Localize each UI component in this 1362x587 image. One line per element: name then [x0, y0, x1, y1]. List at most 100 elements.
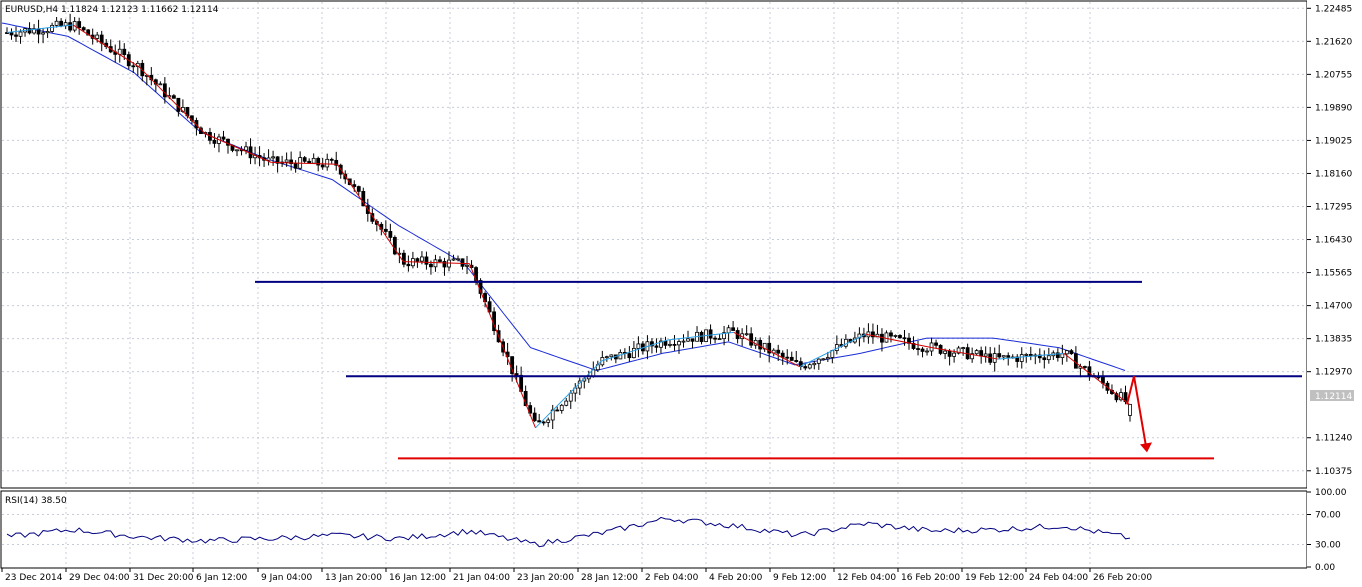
candle-body [388, 231, 393, 238]
rsi-panel[interactable] [0, 490, 1308, 569]
candle-body [568, 392, 573, 402]
candle-body [320, 164, 325, 168]
price-tick-label: 1.17295 [1315, 203, 1352, 213]
candle-body [50, 24, 55, 32]
candle-body [668, 343, 672, 346]
price-tick-label: 1.12970 [1315, 368, 1352, 378]
candle-body [45, 31, 50, 34]
rsi-indicator: 100.00 70.00 30.00 0.00 [2, 488, 1347, 573]
candle-body [95, 34, 100, 39]
candle-body [559, 404, 564, 411]
rsi-tick-label: 100.00 [1315, 488, 1347, 498]
time-tick-label: 23 Jan 20:00 [517, 573, 574, 583]
candle-body [843, 338, 848, 347]
candle-body [456, 258, 460, 261]
zigzag-segment [72, 24, 140, 68]
time-axis-labels: 23 Dec 2014 29 Dec 04:00 31 Dec 20:00 6 Jan… [1, 568, 1152, 583]
candle-body [311, 157, 316, 164]
horizontal-levels[interactable] [255, 280, 1302, 460]
candle-body [636, 343, 641, 349]
zigzag-segment [271, 161, 338, 165]
candle-body [171, 95, 176, 99]
candle-body [947, 350, 952, 357]
main-panel[interactable] [0, 0, 1308, 489]
candle-body [537, 420, 542, 423]
candle-body [650, 341, 654, 347]
candle-body [1069, 350, 1074, 355]
candle-body [352, 184, 357, 187]
candle-body [717, 338, 722, 341]
candle-body [1060, 353, 1065, 359]
candle-body [564, 400, 569, 406]
candle-body [401, 252, 406, 265]
candle-body [731, 327, 736, 331]
candle-body [767, 342, 772, 354]
forecast-arrow [1126, 376, 1152, 453]
candle-body [77, 21, 82, 29]
candle-body [27, 28, 32, 34]
time-tick-label: 2 Feb 04:00 [645, 573, 699, 583]
zigzag-segment [204, 133, 272, 163]
price-tick-label: 1.19890 [1315, 103, 1352, 113]
price-tick-label: 1.15565 [1315, 269, 1352, 279]
time-tick-label: 19 Feb 12:00 [965, 573, 1024, 583]
candle-body [956, 347, 961, 354]
candle-body [807, 364, 812, 369]
candle-body [59, 20, 64, 27]
time-tick-label: 16 Feb 20:00 [901, 573, 960, 583]
candle-body [631, 347, 636, 359]
candle-body [979, 350, 984, 357]
zigzag-segment [6, 24, 74, 34]
candle-body [68, 22, 73, 31]
zigzag-segment [138, 66, 206, 135]
candle-body [347, 178, 352, 186]
candle-body [609, 354, 614, 358]
time-tick-label: 12 Feb 04:00 [837, 573, 896, 583]
price-tick-label: 1.21620 [1315, 37, 1352, 47]
candle-body [451, 258, 456, 261]
forecast-arrow-head [1140, 442, 1152, 453]
price-tick-label: 1.13835 [1315, 335, 1352, 345]
candle-body [302, 157, 307, 162]
candle-body [1001, 355, 1006, 358]
price-scale[interactable] [1307, 0, 1362, 587]
price-tick-label: 1.11240 [1315, 434, 1352, 444]
candle-body [392, 237, 397, 255]
candle-body [713, 337, 717, 340]
candle-body [41, 32, 45, 35]
candle-body [275, 156, 280, 164]
candle-body [686, 338, 690, 342]
candle-body [212, 139, 217, 144]
candle-body [1042, 357, 1047, 361]
candle-body [708, 329, 713, 339]
price-axis-labels: 1.22485 1.21620 1.20755 1.19890 1.19025 1.181… [1307, 4, 1352, 477]
zigzag-segment [1063, 352, 1131, 406]
candle-body [925, 350, 929, 353]
candle-body [659, 340, 663, 348]
candle-body [803, 366, 808, 369]
candle-body [1064, 350, 1069, 355]
zigzag-segment [997, 352, 1064, 360]
candle-body [893, 335, 898, 337]
candle-body [415, 258, 420, 262]
candle-body [1006, 355, 1011, 358]
candle-body [235, 149, 239, 152]
candle-body [952, 352, 957, 357]
zigzag-segment [799, 333, 866, 368]
candle-body [898, 335, 902, 339]
candle-body [857, 333, 862, 339]
candle-body [514, 373, 519, 376]
candle-body [785, 356, 790, 359]
candle-body [361, 190, 366, 207]
time-tick-label: 26 Feb 20:00 [1093, 573, 1152, 583]
candle-body [289, 159, 294, 165]
candle-body [681, 340, 686, 343]
candle-body [9, 32, 14, 36]
candle-body [424, 256, 429, 265]
candle-body [442, 261, 447, 268]
candle-body [961, 347, 966, 350]
price-tick-label: 1.22485 [1315, 4, 1352, 14]
time-tick-label: 6 Jan 12:00 [196, 573, 248, 583]
candle-body [14, 34, 18, 37]
candle-body [699, 331, 704, 342]
